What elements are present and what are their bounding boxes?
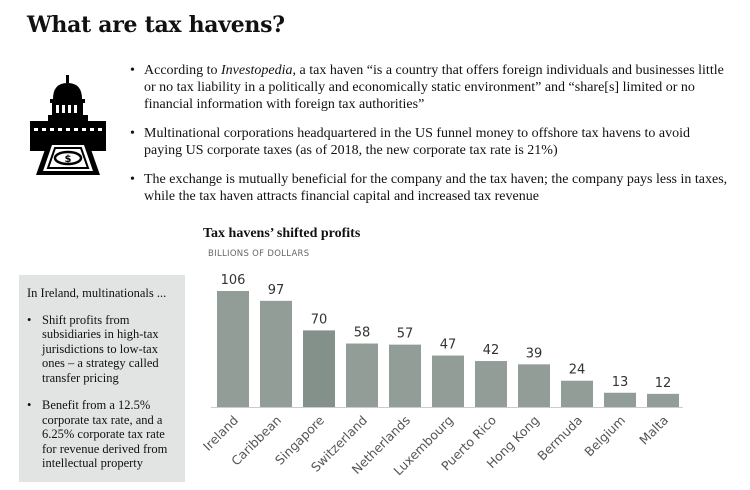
- bar-belgium: [604, 392, 636, 407]
- data-label: 12: [655, 376, 672, 391]
- bullet-item: According to Investopedia, a tax haven “…: [130, 62, 730, 113]
- bar-ireland: [217, 291, 249, 407]
- data-label: 24: [569, 363, 586, 378]
- svg-text:$: $: [65, 154, 72, 165]
- page-title: What are tax havens?: [27, 12, 285, 38]
- data-label: 39: [526, 346, 543, 361]
- bar-hong-kong: [518, 364, 550, 407]
- x-tick-label: Malta: [636, 413, 671, 448]
- bar-bermuda: [561, 380, 593, 407]
- chart-unit-label: BILLIONS OF DOLLARS: [208, 249, 310, 259]
- bar-puerto-rico: [475, 361, 507, 407]
- sidebar-item: Benefit from a 12.5% corporate tax rate,…: [27, 398, 177, 471]
- x-tick-label: Bermuda: [534, 413, 585, 464]
- data-label: 106: [221, 273, 246, 288]
- bullet-item: Multinational corporations headquartered…: [130, 125, 730, 159]
- bar-singapore: [303, 330, 335, 407]
- x-tick-label: Belgium: [581, 413, 628, 460]
- capitol-building-money-icon: $: [30, 75, 106, 175]
- bullet-item: The exchange is mutually beneficial for …: [130, 171, 730, 205]
- data-label: 13: [612, 375, 629, 390]
- bar-netherlands: [389, 344, 421, 407]
- data-label: 70: [311, 312, 328, 327]
- data-label: 58: [354, 326, 371, 341]
- bullet-text: , a tax haven “is a country that offers …: [144, 63, 724, 112]
- data-label: 42: [483, 343, 500, 358]
- sidebar-item: Shift profits from subsidiaries in high-…: [27, 313, 177, 386]
- bullet-list: According to Investopedia, a tax haven “…: [130, 62, 730, 217]
- sidebar-heading: In Ireland, multinationals ...: [27, 286, 167, 300]
- bar-switzerland: [346, 343, 378, 407]
- bar-luxembourg: [432, 355, 464, 407]
- x-tick-label: Ireland: [200, 413, 241, 454]
- bar-malta: [647, 393, 679, 407]
- source-name: Investopedia: [220, 63, 293, 78]
- ireland-sidebar: In Ireland, multinationals ... Shift pro…: [19, 275, 185, 482]
- bar-caribbean: [260, 300, 292, 407]
- data-label: 47: [440, 338, 457, 353]
- data-label: 57: [397, 327, 414, 342]
- data-label: 97: [268, 283, 285, 298]
- bullet-text: According to: [144, 63, 221, 78]
- chart-title: Tax havens’ shifted profits: [203, 226, 361, 241]
